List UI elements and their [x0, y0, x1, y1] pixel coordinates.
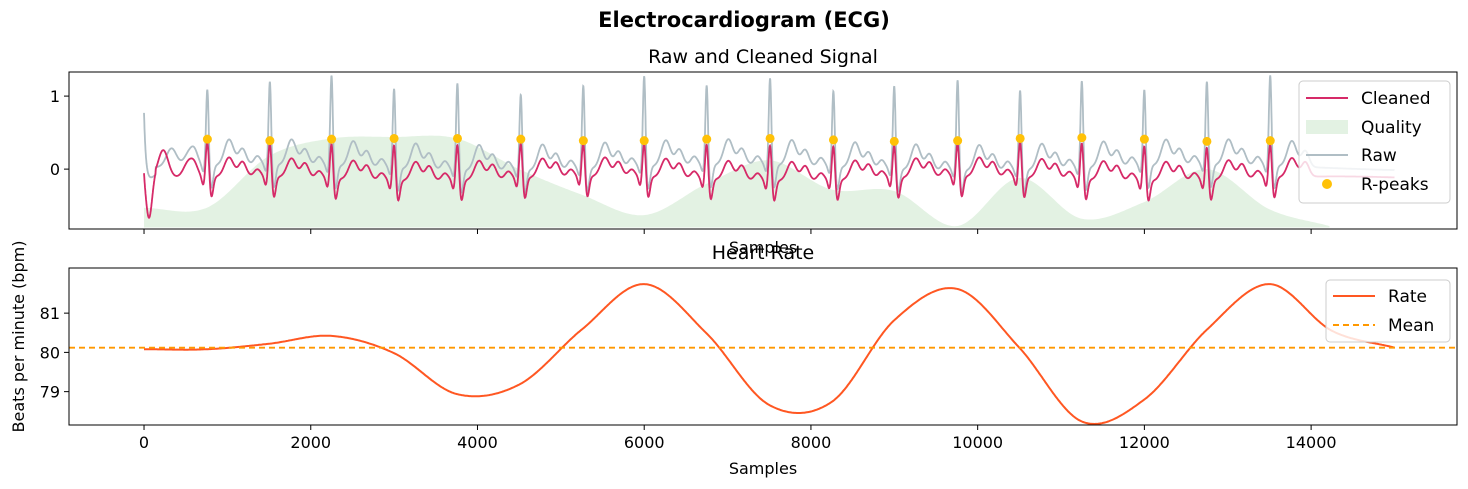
rate-legend: Rate Mean [1325, 279, 1451, 343]
r-peak-point [202, 134, 212, 144]
r-peak-point [265, 136, 275, 146]
y-tick-label: 1 [50, 87, 60, 106]
raw-signal-line [143, 75, 1395, 195]
legend-swatch-dot [1322, 179, 1332, 189]
legend-box [1298, 80, 1451, 204]
r-peak-point [327, 134, 337, 144]
x-tick-label: 8000 [791, 433, 832, 452]
x-tick-label: 0 [139, 433, 149, 452]
legend-entry-label: Quality [1361, 118, 1422, 138]
quality-area [144, 135, 1330, 228]
rate-axes: 0 2000 4000 6000 8000 10000 12000 14000 79 80 81 He… [9, 241, 1458, 478]
r-peak-point [1202, 136, 1212, 146]
legend-entry-label: Cleaned [1361, 89, 1431, 109]
r-peak-point [452, 133, 462, 143]
legend-entry-label: Mean [1388, 316, 1434, 336]
cleaned-signal-line [143, 140, 1395, 219]
figure-suptitle: Electrocardiogram (ECG) [598, 8, 890, 32]
x-axis-label: Samples [729, 238, 797, 257]
y-tick-label: 80 [40, 343, 60, 362]
r-peak-point [1139, 134, 1149, 144]
r-peak-point [1077, 133, 1087, 143]
axes-title: Heart Rate [712, 242, 815, 264]
r-peak-point [1265, 136, 1275, 146]
plot-frame [68, 71, 1458, 230]
r-peak-point [953, 136, 963, 146]
y-axis-label: Beats per minute (bpm) [9, 241, 28, 433]
plot-frame [68, 267, 1458, 426]
x-axis-label: Samples [729, 459, 797, 478]
r-peak-point [389, 133, 399, 143]
r-peak-point [765, 133, 775, 143]
y-tick-label: 79 [40, 383, 60, 402]
signal-legend: Cleaned Quality Raw R-peaks [1298, 80, 1451, 204]
y-tick-label: 81 [40, 304, 60, 323]
x-tick-label: 10000 [952, 433, 1003, 452]
x-tick-label: 6000 [624, 433, 665, 452]
r-peak-point [828, 135, 838, 145]
r-peak-point [516, 134, 526, 144]
rate-plot-area [69, 283, 1457, 425]
x-tick-label: 12000 [1119, 433, 1170, 452]
heart-rate-line [144, 283, 1395, 425]
x-tick-label: 2000 [290, 433, 331, 452]
r-peak-point [639, 136, 649, 146]
legend-entry-label: Rate [1388, 287, 1427, 307]
r-peak-point [702, 134, 712, 144]
legend-entry-label: Raw [1361, 146, 1397, 166]
signal-axes: 0 1 Raw and Cleaned Signal Samples Cleaned Qu… [50, 46, 1458, 257]
axes-title: Raw and Cleaned Signal [648, 46, 878, 68]
r-peak-point [578, 136, 588, 146]
r-peak-point [889, 136, 899, 146]
r-peak-point [1015, 133, 1025, 143]
y-tick-label: 0 [50, 160, 60, 179]
x-tick-label: 14000 [1286, 433, 1337, 452]
signal-plot-area [143, 75, 1395, 228]
legend-entry-label: R-peaks [1361, 175, 1429, 195]
x-tick-label: 4000 [457, 433, 498, 452]
legend-swatch-patch [1306, 120, 1348, 134]
